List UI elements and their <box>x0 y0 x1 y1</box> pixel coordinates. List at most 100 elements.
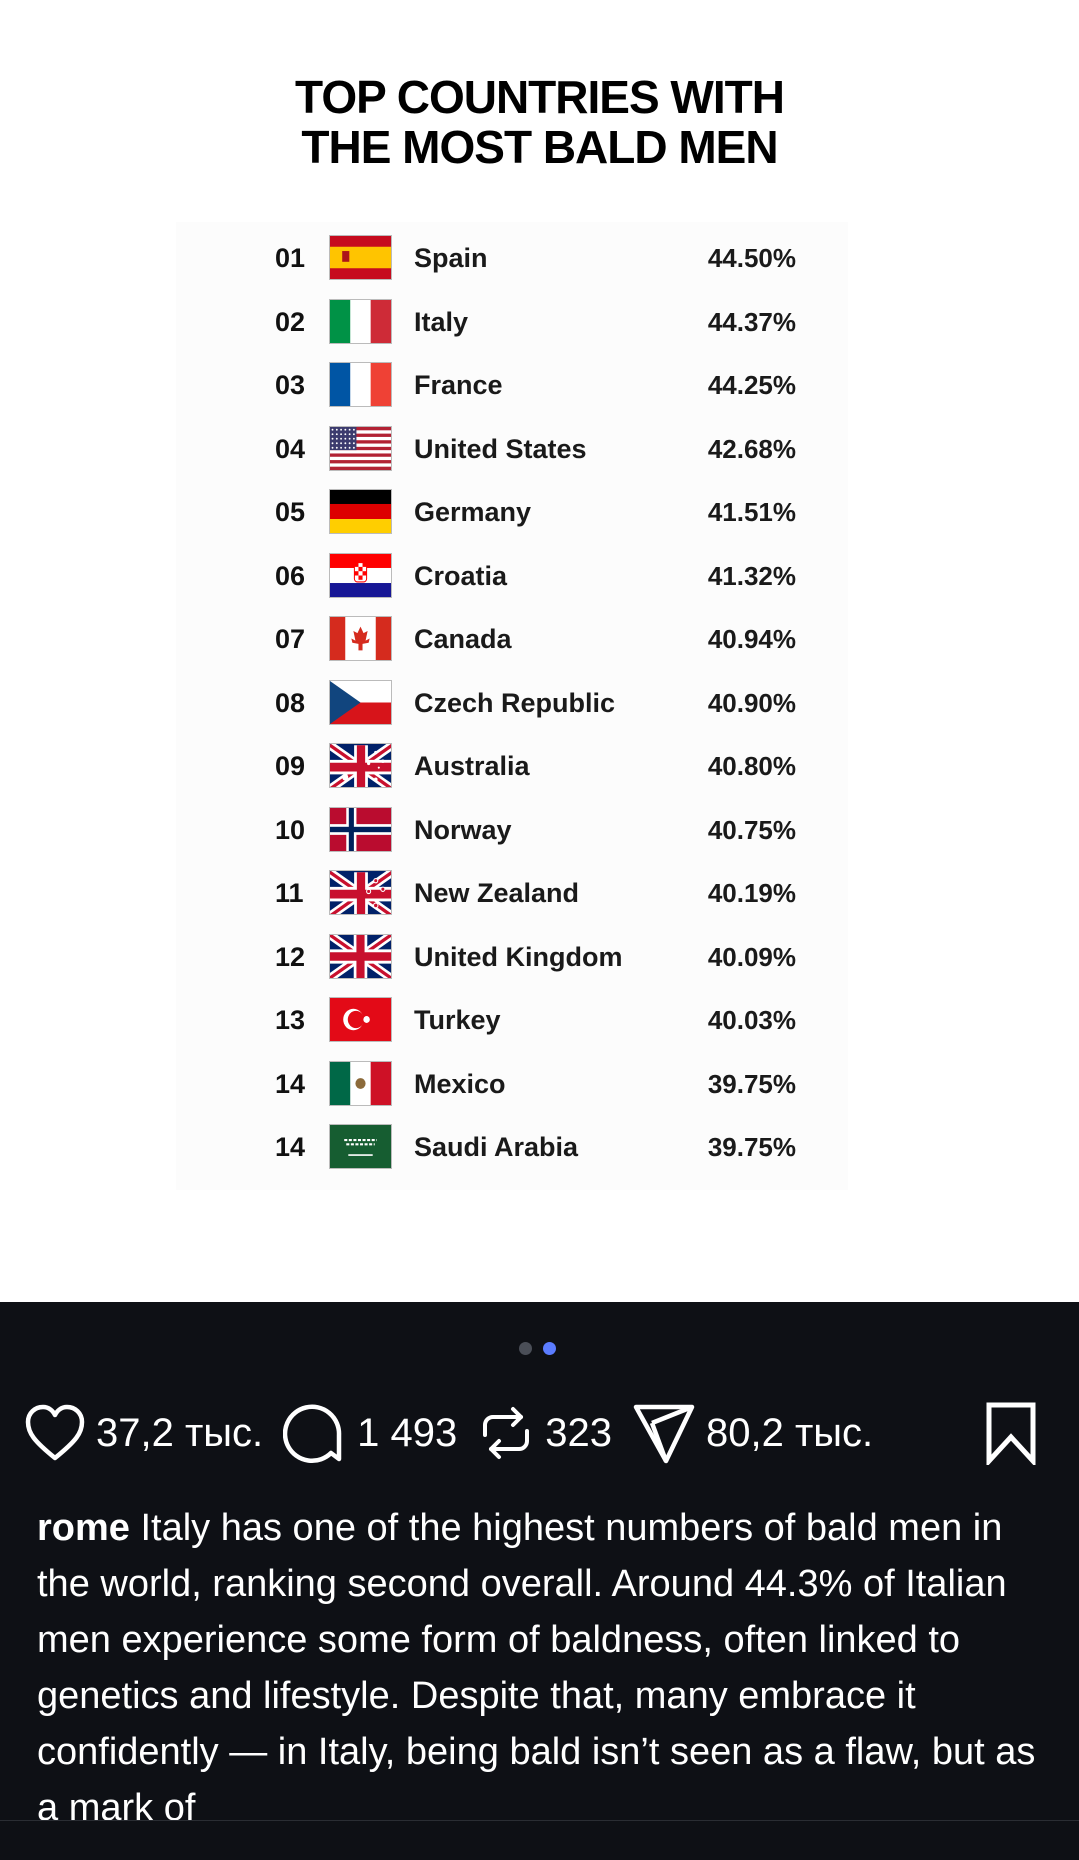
rank-number: 11 <box>275 878 304 908</box>
flag-spain-icon <box>330 236 391 279</box>
bald-percentage: 44.37% <box>707 306 796 337</box>
bald-percentage: 42.68% <box>707 433 796 464</box>
caption-username[interactable]: rome <box>37 1507 130 1549</box>
rank-number: 08 <box>275 687 306 718</box>
bald-percentage: 41.51% <box>707 497 796 527</box>
post-footer: 37,2 тыс. 1 493 323 80,2 тыс. rome Italy… <box>0 1302 1079 1860</box>
ranking-row: 04 United States 42.68% <box>176 417 848 480</box>
flag-united-states-icon <box>330 426 391 470</box>
ranking-row: 14 Saudi Arabia 39.75% <box>176 1115 848 1178</box>
ranking-row: 09 Australia 40.80% <box>176 734 848 797</box>
flag-italy-icon <box>330 299 391 343</box>
bald-percentage: 39.75% <box>707 1068 796 1099</box>
flag-united-kingdom-icon <box>330 934 391 978</box>
ranking-row: 08 Czech Republic 40.90% <box>176 671 848 734</box>
country-name: Czech Republic <box>414 687 616 718</box>
flag-czech-republic-icon <box>330 680 391 724</box>
bald-percentage: 44.50% <box>707 243 796 273</box>
rank-number: 02 <box>275 306 306 337</box>
ranking-row: 01 Spain 44.50% <box>176 226 848 289</box>
comment-button[interactable]: 1 493 <box>283 1401 457 1465</box>
ranking-row: 11 New Zealand 40.19% <box>176 861 848 924</box>
flag-france-icon <box>330 363 391 406</box>
country-name: Italy <box>414 306 469 337</box>
repost-count: 323 <box>545 1410 613 1455</box>
bald-percentage: 40.80% <box>707 751 796 781</box>
infographic-title: TOP COUNTRIES WITH THE MOST BALD MEN <box>0 72 1079 172</box>
post-caption: rome Italy has one of the highest number… <box>37 1500 1047 1836</box>
country-name: United Kingdom <box>414 941 623 972</box>
ranking-row: 14 Mexico 39.75% <box>176 1052 848 1115</box>
ranking-row: 03 France 44.25% <box>176 353 848 416</box>
rank-number: 01 <box>275 243 306 273</box>
bald-percentage: 40.75% <box>707 814 796 845</box>
bald-percentage: 44.25% <box>707 370 796 400</box>
flag-canada-icon <box>330 617 391 660</box>
rank-number: 09 <box>275 751 306 781</box>
country-name: Mexico <box>414 1068 506 1099</box>
divider <box>0 1820 1079 1821</box>
share-count: 80,2 тыс. <box>706 1410 874 1455</box>
flag-croatia-icon <box>330 553 391 597</box>
carousel-dot[interactable] <box>519 1342 532 1355</box>
bald-percentage: 40.90% <box>707 687 796 718</box>
rank-number: 07 <box>275 624 306 654</box>
rank-number: 12 <box>275 941 306 972</box>
country-name: Spain <box>414 243 488 273</box>
repost-button[interactable]: 323 <box>477 1401 612 1465</box>
ranking-row: 07 Canada 40.94% <box>176 607 848 670</box>
flag-saudi-arabia-icon <box>330 1125 391 1168</box>
flag-germany-icon <box>330 490 391 533</box>
like-count: 37,2 тыс. <box>96 1410 264 1455</box>
ranking-row: 02 Italy 44.37% <box>176 290 848 353</box>
bald-percentage: 40.03% <box>707 1005 796 1035</box>
title-line-2: THE MOST BALD MEN <box>301 121 778 173</box>
country-name: Turkey <box>414 1005 501 1035</box>
rank-number: 04 <box>275 433 306 464</box>
bookmark-icon <box>986 1402 1036 1465</box>
rank-number: 14 <box>275 1132 306 1162</box>
bald-percentage: 40.09% <box>707 941 796 972</box>
bald-percentage: 40.19% <box>707 878 796 908</box>
bookmark-button[interactable] <box>983 1401 1039 1465</box>
heart-icon <box>25 1404 85 1461</box>
share-button[interactable]: 80,2 тыс. <box>632 1401 873 1465</box>
action-bar: 37,2 тыс. 1 493 323 80,2 тыс. <box>24 1401 1059 1465</box>
country-name: Norway <box>414 814 512 845</box>
title-line-1: TOP COUNTRIES WITH <box>295 71 785 123</box>
carousel-dot-active[interactable] <box>543 1342 556 1355</box>
flag-australia-icon <box>330 744 391 787</box>
comment-bubble-icon <box>283 1404 342 1464</box>
post-image[interactable]: TOP COUNTRIES WITH THE MOST BALD MEN 01 … <box>0 0 1079 1302</box>
ranking-table: 01 Spain 44.50% 02 Italy 44.37% 03 France … <box>176 222 848 1190</box>
like-button[interactable]: 37,2 тыс. <box>24 1403 263 1463</box>
flag-norway-icon <box>330 807 391 851</box>
rank-number: 06 <box>275 560 306 591</box>
country-name: United States <box>414 433 587 464</box>
send-icon <box>633 1404 695 1464</box>
ranking-row: 06 Croatia 41.32% <box>176 544 848 607</box>
flag-new-zealand-icon <box>330 871 391 914</box>
ranking-row: 13 Turkey 40.03% <box>176 988 848 1051</box>
flag-mexico-icon <box>330 1061 391 1105</box>
rank-number: 13 <box>275 1005 306 1035</box>
bald-percentage: 39.75% <box>707 1132 796 1162</box>
country-name: Canada <box>414 624 512 654</box>
country-name: Saudi Arabia <box>414 1132 579 1162</box>
ranking-row: 10 Norway 40.75% <box>176 798 848 861</box>
repost-icon <box>483 1407 530 1459</box>
bald-percentage: 40.94% <box>707 624 796 654</box>
country-name: New Zealand <box>414 878 580 908</box>
caption-text: Italy has one of the highest numbers of … <box>37 1507 1036 1829</box>
ranking-row: 12 United Kingdom 40.09% <box>176 925 848 988</box>
country-name: Germany <box>414 497 532 527</box>
flag-turkey-icon <box>330 998 391 1041</box>
country-name: Australia <box>414 751 530 781</box>
rank-number: 03 <box>275 370 306 400</box>
rank-number: 14 <box>275 1068 306 1099</box>
ranking-row: 05 Germany 41.51% <box>176 480 848 543</box>
rank-number: 10 <box>275 814 306 845</box>
bald-percentage: 41.32% <box>707 560 796 591</box>
country-name: Croatia <box>414 560 508 591</box>
carousel-indicator <box>519 1342 556 1355</box>
